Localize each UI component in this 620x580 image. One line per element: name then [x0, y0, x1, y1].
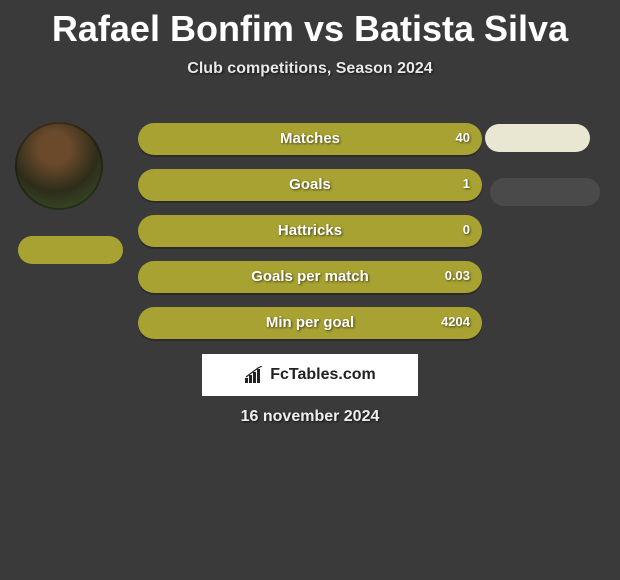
stat-label: Goals per match — [138, 261, 482, 293]
stat-value: 0 — [463, 215, 470, 245]
logo-box: FcTables.com — [202, 354, 418, 396]
player1-name-pill — [18, 236, 123, 264]
stat-value: 4204 — [441, 307, 470, 337]
stat-row: Goals 1 — [138, 169, 482, 201]
stat-value: 40 — [456, 123, 470, 153]
stat-label: Matches — [138, 123, 482, 155]
player1-avatar — [15, 122, 103, 210]
stat-label: Hattricks — [138, 215, 482, 247]
player2-name-pill — [490, 178, 600, 206]
stat-row: Matches 40 — [138, 123, 482, 155]
stat-row: Goals per match 0.03 — [138, 261, 482, 293]
date-line: 16 november 2024 — [0, 408, 620, 426]
stat-value: 1 — [463, 169, 470, 199]
barchart-icon — [244, 366, 266, 384]
stat-value: 0.03 — [445, 261, 470, 291]
player2-avatar-placeholder — [485, 124, 590, 152]
stat-label: Min per goal — [138, 307, 482, 339]
stats-container: Matches 40 Goals 1 Hattricks 0 Goals per… — [138, 123, 482, 353]
subtitle: Club competitions, Season 2024 — [0, 60, 620, 78]
stat-row: Hattricks 0 — [138, 215, 482, 247]
stat-row: Min per goal 4204 — [138, 307, 482, 339]
page-title: Rafael Bonfim vs Batista Silva — [0, 0, 620, 50]
stat-label: Goals — [138, 169, 482, 201]
logo-text: FcTables.com — [270, 366, 376, 384]
